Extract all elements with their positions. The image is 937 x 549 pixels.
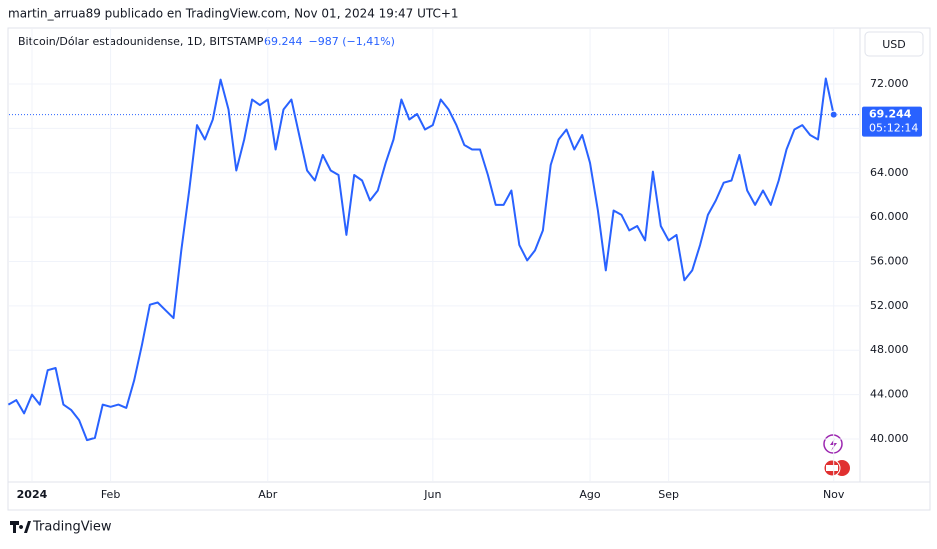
currency-button[interactable] <box>864 31 924 57</box>
currency[interactable]: USD <box>882 38 906 51</box>
y-tick-label: 56.000 <box>870 254 909 267</box>
events <box>823 434 850 477</box>
countdown: 05:12:14 <box>869 122 918 135</box>
x-tick-label: Nov <box>823 488 845 501</box>
price-line <box>7 77 835 442</box>
y-tick-label: 44.000 <box>870 388 909 401</box>
x-tick-label: Ago <box>579 488 601 501</box>
grid <box>9 29 860 481</box>
x-tick-label: Jun <box>423 488 441 501</box>
change: −987 (−1,41%) <box>309 35 395 48</box>
logo <box>10 521 31 533</box>
x-tick-label: 2024 <box>17 488 48 501</box>
frame <box>7 27 931 511</box>
y-tick-label: 48.000 <box>870 343 909 356</box>
y-tick-label: 72.000 <box>870 77 909 90</box>
y-tick-label: 64.000 <box>870 166 909 179</box>
y-tick-label: 40.000 <box>870 432 909 445</box>
x-tick-label: Abr <box>258 488 278 501</box>
x-tick-label: Feb <box>101 488 120 501</box>
publisher: martin_arrua89 publicado en TradingView.… <box>8 7 459 21</box>
x-tick-label: Sep <box>658 488 679 501</box>
last-point <box>829 110 838 119</box>
last-price: 69.244 <box>264 35 303 48</box>
price-label-box <box>862 106 922 137</box>
price-label: 69.244 <box>869 108 912 121</box>
brand: TradingView <box>32 520 112 535</box>
chart-title: Bitcoin/Dólar estadounidense, 1D, BITSTA… <box>18 35 264 48</box>
y-tick-label: 52.000 <box>870 299 909 312</box>
y-tick-label: 60.000 <box>870 210 909 223</box>
